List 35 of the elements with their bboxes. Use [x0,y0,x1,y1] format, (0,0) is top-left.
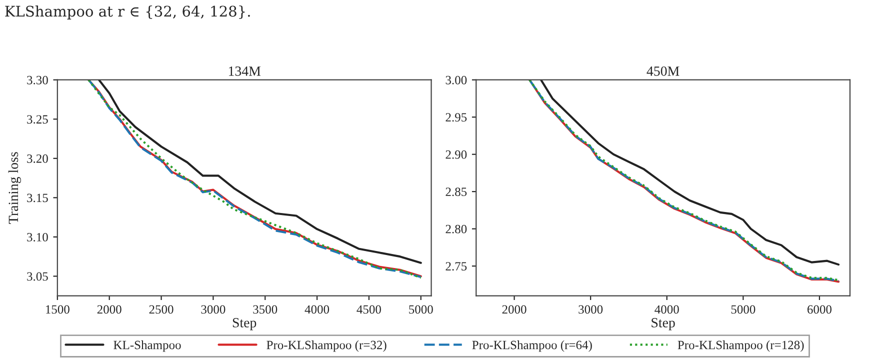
x-axis-title: Step [232,318,256,330]
y-tick-label: 3.25 [27,115,48,124]
y-tick-label: 3.20 [27,154,48,163]
x-tick-label: 3000 [578,305,603,314]
y-tick-label: 2.95 [446,113,467,122]
y-tick-label: 2.85 [446,188,467,196]
x-axis-title: Step [652,318,675,330]
legend-label: Pro-KLShampoo (r=32) [266,340,386,352]
chart-title: 134M [228,66,261,76]
x-tick-label: 4500 [356,305,381,314]
x-tick-label: 2000 [502,305,526,314]
y-tick-label: 3.30 [27,76,48,84]
chart-title: 450M [646,66,680,76]
y-axis-title: Training loss [8,152,21,224]
x-tick-label: 4000 [304,305,330,314]
text: KLShampoo at r ∈ {32, 64, 128}. [5,5,250,20]
x-tick-label: 2000 [97,305,122,314]
x-tick-label: 3500 [253,305,278,314]
y-tick-label: 2.75 [446,262,467,271]
y-tick-label: 2.80 [446,224,467,234]
x-tick-label: 5000 [409,305,433,314]
y-tick-label: 3.05 [27,272,48,281]
legend-label: KL-Shampoo [114,340,181,352]
x-tick-label: 2500 [149,305,174,314]
y-tick-label: 2.90 [446,150,467,159]
x-tick-label: 6000 [808,305,832,314]
y-tick-label: 3.00 [446,76,467,84]
legend-label: Pro-KLShampoo (r=64) [472,340,592,352]
legend-label: Pro-KLShampoo (r=128) [678,340,804,352]
x-tick-label: 4000 [654,305,679,314]
x-tick-label: 1500 [46,305,70,314]
x-tick-label: 5000 [731,305,756,314]
y-tick-label: 3.10 [27,232,48,242]
x-tick-label: 3000 [201,305,226,314]
y-tick-label: 3.15 [27,194,48,202]
